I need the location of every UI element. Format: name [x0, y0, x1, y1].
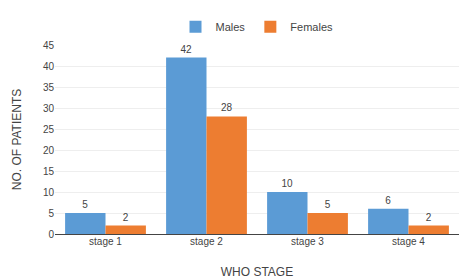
svg-text:WHO STAGE: WHO STAGE [221, 265, 293, 279]
svg-text:6: 6 [385, 195, 391, 206]
svg-text:5: 5 [82, 199, 88, 210]
svg-text:45: 45 [43, 40, 55, 51]
svg-text:25: 25 [43, 124, 55, 135]
svg-text:28: 28 [221, 102, 233, 113]
svg-text:stage 3: stage 3 [291, 236, 324, 247]
svg-text:stage 2: stage 2 [190, 236, 223, 247]
svg-text:10: 10 [43, 187, 55, 198]
svg-text:stage 1: stage 1 [89, 236, 122, 247]
svg-text:Males: Males [216, 21, 246, 33]
svg-text:10: 10 [282, 178, 294, 189]
svg-text:2: 2 [123, 212, 129, 223]
svg-text:Females: Females [290, 21, 333, 33]
svg-text:15: 15 [43, 166, 55, 177]
svg-text:40: 40 [43, 61, 55, 72]
svg-text:5: 5 [325, 199, 331, 210]
svg-text:0: 0 [48, 229, 54, 240]
svg-text:NO. OF PATIENTS: NO. OF PATIENTS [10, 89, 24, 191]
svg-text:35: 35 [43, 82, 55, 93]
svg-text:42: 42 [181, 44, 193, 55]
svg-text:30: 30 [43, 103, 55, 114]
svg-text:20: 20 [43, 145, 55, 156]
svg-text:2: 2 [426, 212, 432, 223]
svg-text:5: 5 [48, 208, 54, 219]
svg-text:stage 4: stage 4 [392, 236, 425, 247]
